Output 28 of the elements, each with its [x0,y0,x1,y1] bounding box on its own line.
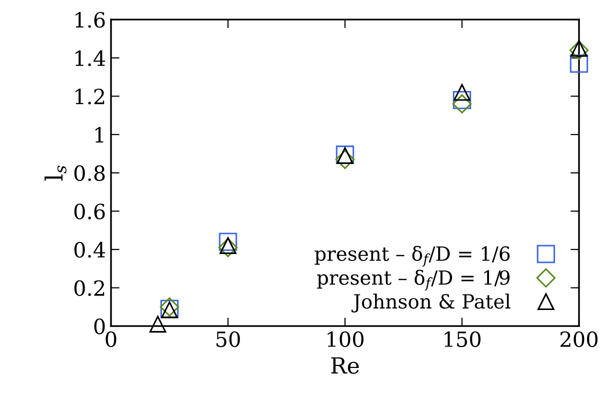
y-tick-label: 1.6 [76,12,105,28]
legend-label: present – δ$_{f}$/D = 1/6 [314,246,510,267]
x-tick-label: 150 [444,331,480,348]
y-tick-label: 0.4 [74,242,106,258]
y-tick-label: 1.2 [76,88,104,104]
y-axis-title: l$_{s}$ [44,166,66,181]
y-tick-label: 1.4 [76,50,106,66]
y-tick-label: 0 [94,318,105,334]
x-tick-label: 200 [560,331,598,348]
point [452,90,472,110]
y-tick-label: 1 [95,126,104,142]
point [570,40,588,57]
point [452,94,472,114]
point [218,232,238,251]
y-tick-label: 0.8 [74,165,105,182]
point [569,40,589,60]
legend-label: present – δ$_{f}$/D = 1/9 [317,270,510,290]
point [335,150,355,170]
x-tick-label: 0 [106,331,116,348]
point [149,316,166,333]
x-tick-label: 100 [328,331,364,348]
y-tick-label: 0.6 [74,204,105,220]
x-axis-title: Re [331,357,359,374]
point [570,54,588,73]
legend-label: Johnson & Patel [352,294,510,312]
y-tick-label: 0.2 [74,280,104,296]
point [454,84,470,101]
x-tick-label: 50 [216,331,240,348]
